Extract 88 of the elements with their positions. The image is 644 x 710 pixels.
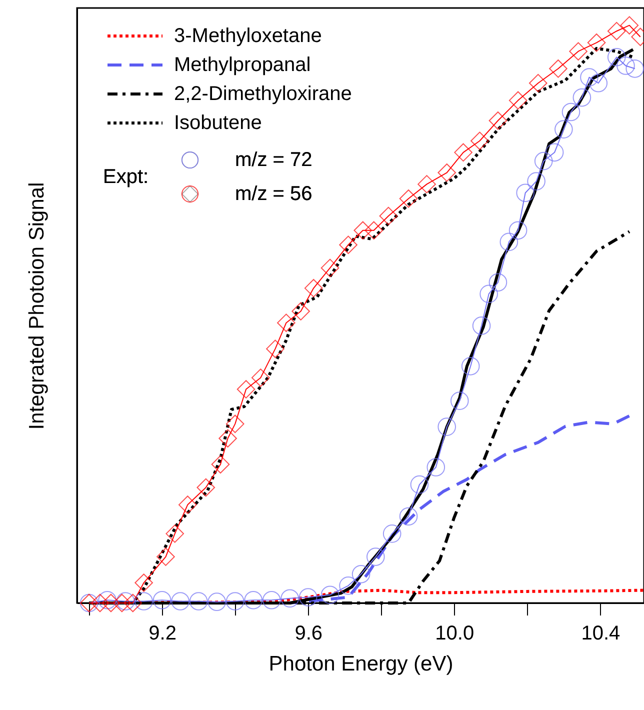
point <box>178 496 197 514</box>
legend-label: Methylpropanal <box>174 54 311 76</box>
point <box>580 68 598 86</box>
point <box>134 574 153 592</box>
point <box>366 548 385 566</box>
point <box>488 111 508 130</box>
legend-label: 2,2-Dimethyloxirane <box>174 83 352 105</box>
point <box>534 152 553 170</box>
x-tick-label: 9.6 <box>294 622 323 644</box>
legend-title: Expt: <box>103 166 149 188</box>
point <box>251 368 270 387</box>
point <box>572 88 592 107</box>
point <box>304 279 323 298</box>
legend-label: 3-Methyloxetane <box>174 25 322 47</box>
point <box>399 507 418 526</box>
point <box>211 455 230 474</box>
point <box>339 236 358 254</box>
point <box>554 120 573 138</box>
point <box>196 478 216 497</box>
point <box>292 302 310 320</box>
point <box>124 594 142 612</box>
point <box>516 184 535 202</box>
point <box>410 475 429 494</box>
point <box>152 590 172 610</box>
point <box>399 189 418 208</box>
point <box>508 221 528 240</box>
point <box>607 22 626 40</box>
point <box>354 221 372 240</box>
point <box>98 590 116 610</box>
point <box>379 206 398 226</box>
point <box>236 380 256 398</box>
point <box>480 284 498 304</box>
point <box>208 592 226 611</box>
point <box>189 592 208 610</box>
point <box>607 48 626 66</box>
point <box>549 59 568 78</box>
point <box>102 594 120 612</box>
point <box>171 592 190 610</box>
point <box>620 16 639 34</box>
legend-label: m/z = 72 <box>235 149 312 171</box>
point <box>528 74 548 92</box>
point <box>418 175 436 194</box>
point <box>488 273 508 292</box>
point <box>569 42 588 60</box>
legend-label: Isobutene <box>174 112 262 134</box>
x-tick-label: 9.2 <box>148 622 176 644</box>
point <box>426 458 446 476</box>
point <box>545 143 564 162</box>
point <box>352 564 370 584</box>
point <box>461 357 480 376</box>
legend-label: m/z = 56 <box>235 183 312 205</box>
point <box>298 588 318 606</box>
point <box>156 548 175 566</box>
point <box>112 594 132 612</box>
point <box>438 418 456 436</box>
point <box>226 592 244 610</box>
point <box>470 132 489 150</box>
point <box>508 91 528 110</box>
point <box>166 524 184 543</box>
point <box>454 143 472 162</box>
x-tick-label: 10.4 <box>581 622 620 644</box>
point <box>364 221 383 240</box>
point <box>527 172 546 190</box>
y-axis-title: Integrated Photoion Signal <box>26 182 48 430</box>
point <box>450 392 469 410</box>
point <box>280 589 300 608</box>
point <box>320 586 340 604</box>
point <box>587 34 606 52</box>
point <box>500 232 518 252</box>
point <box>339 576 358 595</box>
point <box>226 414 244 434</box>
point <box>262 590 281 610</box>
point <box>218 429 237 448</box>
point <box>382 524 402 543</box>
point <box>277 314 296 332</box>
point <box>244 590 263 610</box>
point <box>438 163 456 182</box>
x-axis-title: Photon Energy (eV) <box>268 652 454 676</box>
point <box>90 594 110 612</box>
point <box>116 592 135 610</box>
point <box>626 60 644 78</box>
point <box>562 102 580 122</box>
point <box>589 74 608 92</box>
point <box>320 258 340 278</box>
point <box>472 316 491 335</box>
x-tick-label: 10.0 <box>435 622 474 644</box>
point <box>266 340 284 358</box>
point <box>134 592 153 610</box>
